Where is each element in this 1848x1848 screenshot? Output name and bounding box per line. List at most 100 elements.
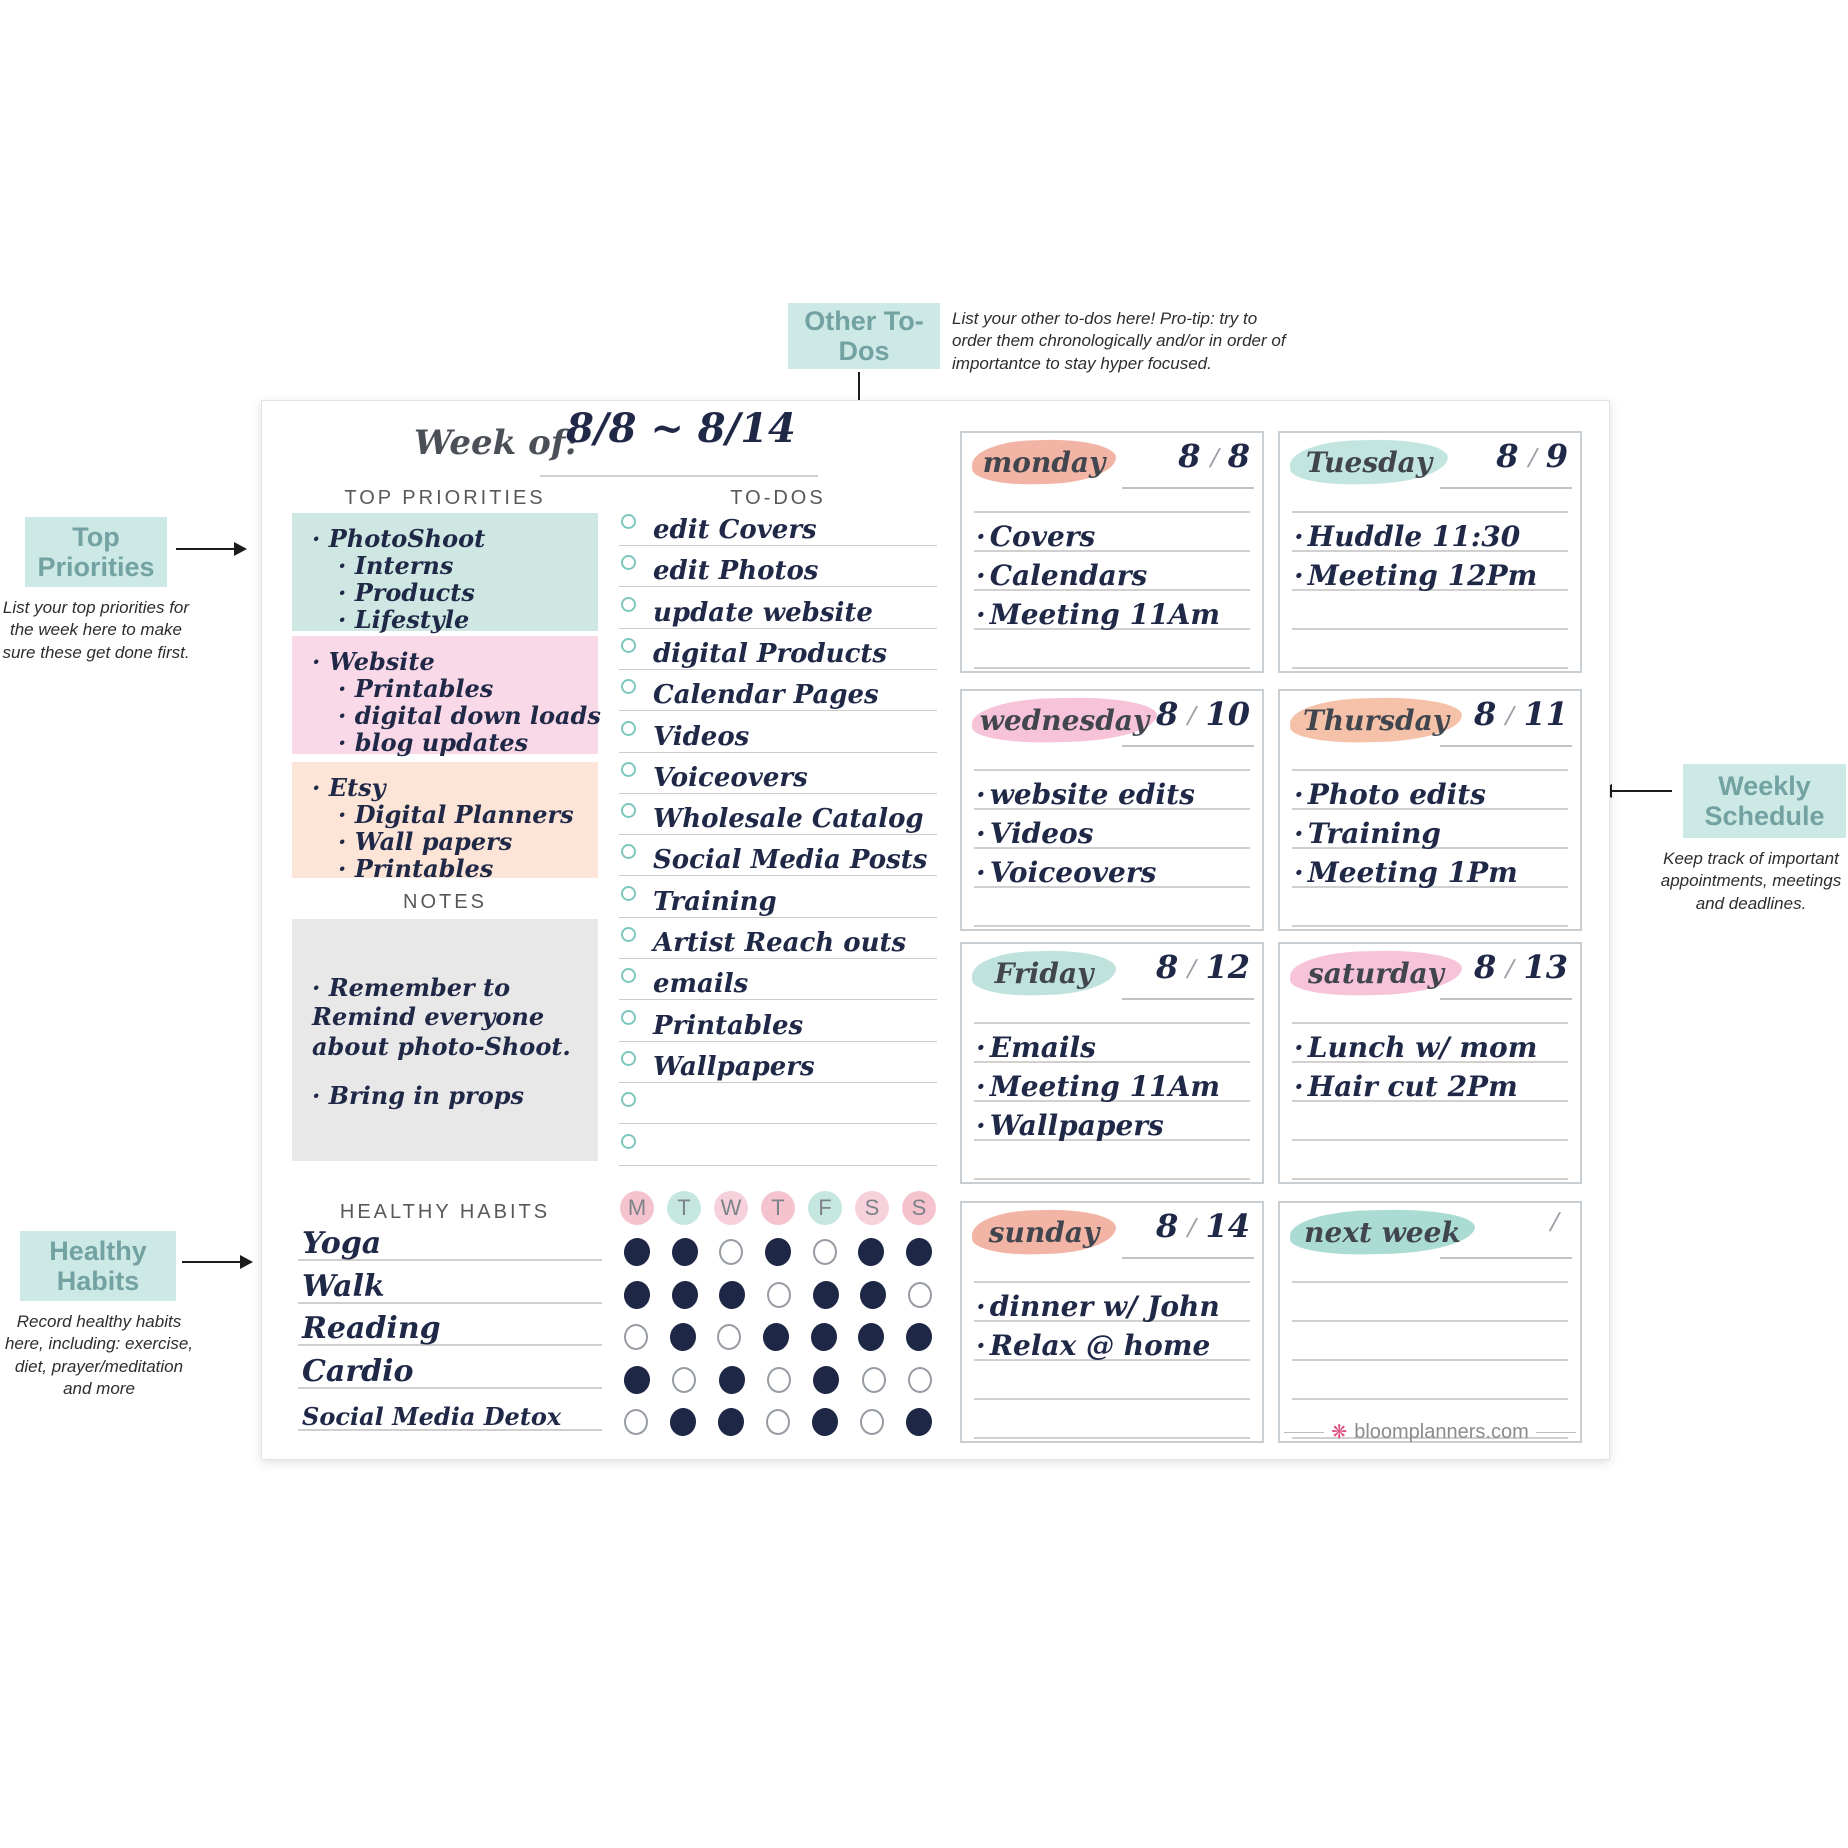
todo-checkbox[interactable]: [621, 1133, 636, 1149]
habit-dot[interactable]: [622, 1236, 652, 1268]
notes-box: Remember to Remind everyone about photo-…: [292, 919, 598, 1161]
day-header-t: T: [761, 1191, 795, 1225]
habit-dot[interactable]: [808, 1321, 839, 1353]
day-entry: Huddle 11:30: [1294, 513, 1520, 553]
todo-text: digital Products: [653, 638, 888, 669]
ruled-line: [974, 769, 1250, 771]
todo-checkbox[interactable]: [621, 803, 636, 819]
habit-dot[interactable]: [669, 1236, 700, 1268]
todo-checkbox[interactable]: [621, 555, 636, 571]
todo-checkbox[interactable]: [621, 679, 636, 695]
priority-item: Printables: [338, 855, 592, 882]
date-day: 11: [1523, 695, 1568, 733]
habit-dot[interactable]: [624, 1324, 648, 1350]
habit-dot[interactable]: [907, 1366, 932, 1393]
priority-item: blog updates: [338, 729, 592, 756]
habit-dot[interactable]: [811, 1363, 842, 1396]
habit-row: Reading: [298, 1304, 602, 1346]
ruled-line: [1292, 1359, 1568, 1361]
todo-text: Training: [653, 886, 777, 917]
todo-row: emails: [619, 959, 937, 1001]
habit-row: Walk: [298, 1262, 602, 1304]
todo-row: [619, 1083, 937, 1125]
habit-dot[interactable]: [717, 1278, 748, 1311]
habit-dot[interactable]: [672, 1366, 697, 1393]
habit-dot[interactable]: [717, 1324, 742, 1350]
day-header-f: F: [808, 1191, 842, 1225]
habit-dot[interactable]: [766, 1281, 791, 1308]
todo-checkbox[interactable]: [621, 1092, 636, 1108]
todo-checkbox[interactable]: [621, 1009, 636, 1025]
todo-checkbox[interactable]: [621, 514, 636, 529]
habit-dot[interactable]: [860, 1409, 884, 1435]
habit-dot[interactable]: [810, 1278, 841, 1311]
habit-dot[interactable]: [907, 1281, 932, 1308]
todo-text: Videos: [653, 721, 750, 752]
habit-dot[interactable]: [904, 1406, 934, 1438]
habit-dot[interactable]: [622, 1363, 652, 1396]
todo-checkbox[interactable]: [621, 968, 636, 984]
todo-checkbox[interactable]: [621, 1050, 636, 1066]
habit-dot[interactable]: [812, 1239, 837, 1265]
date-day: 9: [1545, 437, 1568, 475]
day-name: Tuesday: [1305, 445, 1433, 479]
day-name: monday: [982, 445, 1106, 479]
todo-row: edit Covers: [619, 505, 937, 546]
date-underline: [1440, 1257, 1572, 1259]
habit-dot[interactable]: [669, 1278, 700, 1311]
todo-checkbox[interactable]: [621, 927, 636, 942]
priority-item: Digital Planners: [338, 801, 592, 828]
habit-row: Cardio: [298, 1347, 602, 1389]
note-item: Bring in props: [312, 1081, 584, 1110]
ruled-line: [1292, 1178, 1568, 1180]
day-entry: Videos: [976, 810, 1094, 850]
ruled-line: [1292, 628, 1568, 630]
habit-dot[interactable]: [766, 1409, 790, 1435]
date-underline: [1440, 998, 1572, 1000]
habit-dot[interactable]: [858, 1278, 889, 1311]
habit-dot[interactable]: [904, 1321, 934, 1353]
todo-row: Voiceovers: [619, 753, 937, 794]
habit-dot[interactable]: [667, 1321, 698, 1353]
habit-dot[interactable]: [856, 1236, 887, 1268]
todo-text: Social Media Posts: [653, 845, 928, 876]
day-name: Thursday: [1302, 703, 1450, 737]
habit-dot[interactable]: [719, 1239, 744, 1265]
habit-name: Yoga: [302, 1226, 382, 1261]
habit-dot[interactable]: [856, 1321, 887, 1353]
habit-dot[interactable]: [624, 1409, 648, 1435]
ruled-line: [974, 847, 1250, 849]
habit-dot[interactable]: [763, 1236, 793, 1268]
todo-checkbox[interactable]: [621, 885, 636, 901]
flower-icon: ❋: [1331, 1422, 1348, 1443]
callout-healthy-habits-description: Record healthy habits here, including: e…: [4, 1312, 194, 1399]
habit-dot[interactable]: [861, 1366, 886, 1393]
date-month: 8: [1155, 695, 1179, 733]
todos-heading: TO-DOS: [730, 487, 826, 509]
todo-row: update website: [619, 588, 937, 629]
habit-dot[interactable]: [716, 1406, 746, 1438]
ruled-line: [974, 1178, 1250, 1180]
todo-checkbox[interactable]: [621, 844, 636, 860]
top-priorities-heading: TOP PRIORITIES: [344, 487, 546, 509]
day-date: 8/11: [1408, 695, 1568, 733]
todo-checkbox[interactable]: [621, 720, 636, 736]
habit-dot[interactable]: [810, 1406, 840, 1438]
habit-dot[interactable]: [766, 1366, 791, 1393]
day-entry: Covers: [976, 513, 1096, 553]
todo-checkbox[interactable]: [621, 761, 636, 777]
arrow-right-head-icon: [234, 542, 247, 556]
day-name: next week: [1304, 1215, 1461, 1249]
footer-divider: [1535, 1431, 1577, 1434]
habit-dot[interactable]: [668, 1406, 698, 1438]
priority-item: Products: [338, 579, 592, 606]
habit-dot[interactable]: [761, 1321, 791, 1353]
habit-dot[interactable]: [904, 1236, 934, 1268]
habit-dot[interactable]: [716, 1363, 747, 1396]
todo-checkbox[interactable]: [621, 596, 636, 612]
todo-checkbox[interactable]: [621, 637, 636, 653]
habit-dot[interactable]: [622, 1278, 652, 1311]
